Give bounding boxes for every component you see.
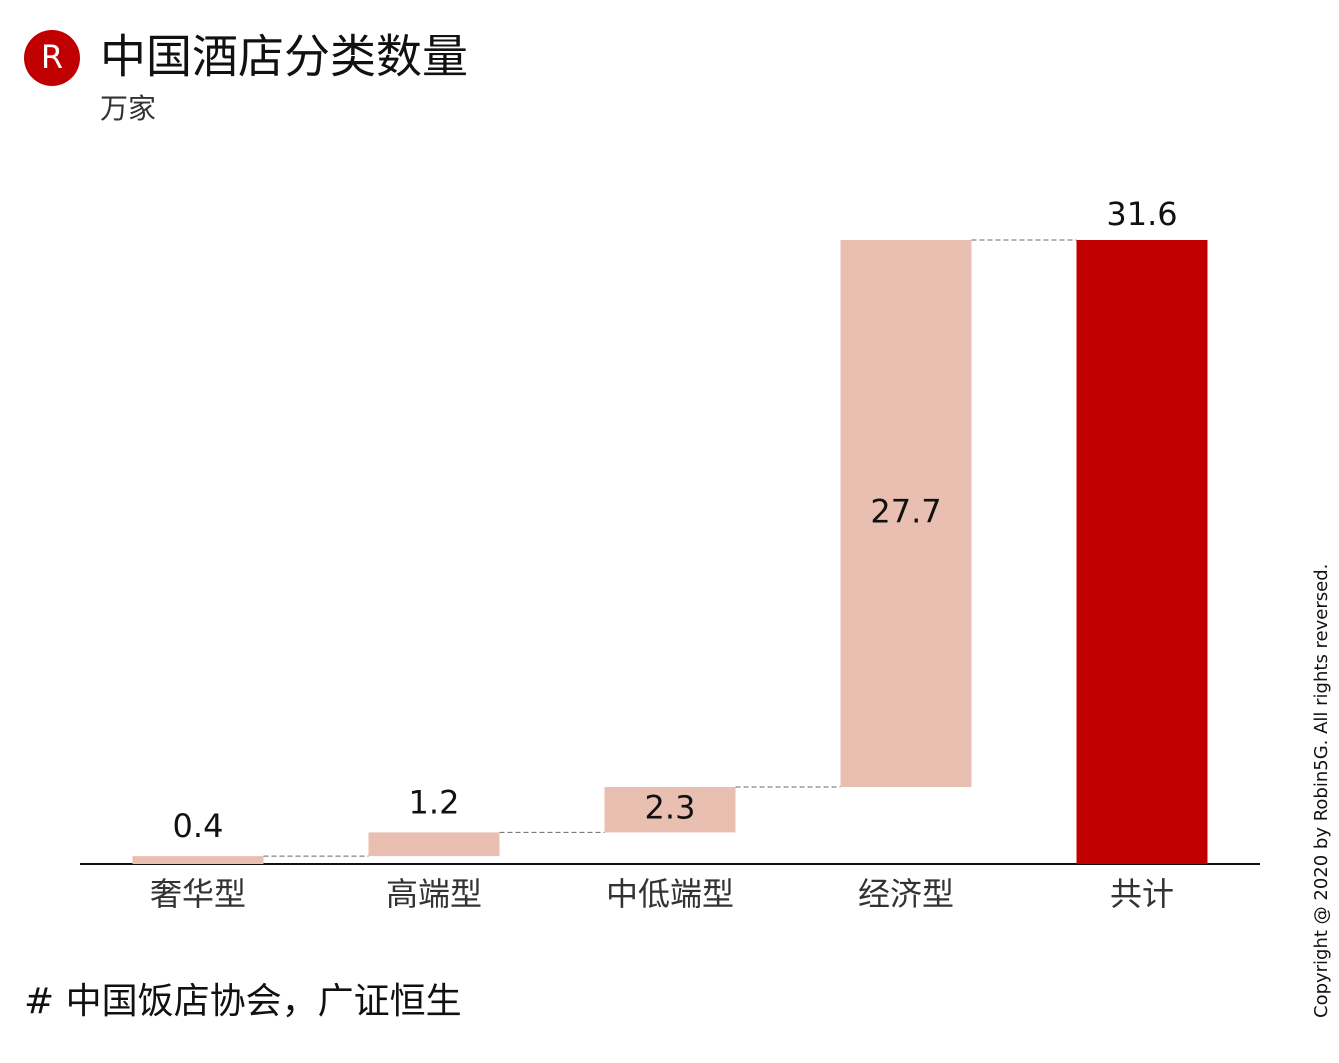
- value-label: 1.2: [409, 783, 460, 821]
- x-tick-label: 共计: [1110, 875, 1174, 913]
- bar: [368, 832, 500, 857]
- bar: [132, 856, 264, 864]
- value-label: 2.3: [645, 789, 696, 827]
- x-tick-label: 奢华型: [150, 875, 246, 913]
- chart-subtitle: 万家: [100, 92, 156, 125]
- chart-title: 中国酒店分类数量: [100, 30, 468, 84]
- x-tick-label: 经济型: [858, 875, 954, 913]
- x-tick-label: 高端型: [386, 875, 482, 913]
- value-label: 0.4: [173, 807, 224, 845]
- value-label: 31.6: [1106, 195, 1177, 233]
- bar: [840, 240, 972, 787]
- copyright: Copyright @ 2020 by Robin5G. All rights …: [1311, 564, 1332, 1018]
- logo: R: [41, 38, 63, 76]
- x-tick-label: 中低端型: [606, 875, 734, 913]
- bar: [604, 786, 736, 833]
- value-label: 27.7: [870, 492, 941, 530]
- logo-circle: [24, 30, 80, 86]
- total-bar: [1076, 240, 1208, 864]
- source: # 中国饭店协会，广证恒生: [24, 981, 462, 1022]
